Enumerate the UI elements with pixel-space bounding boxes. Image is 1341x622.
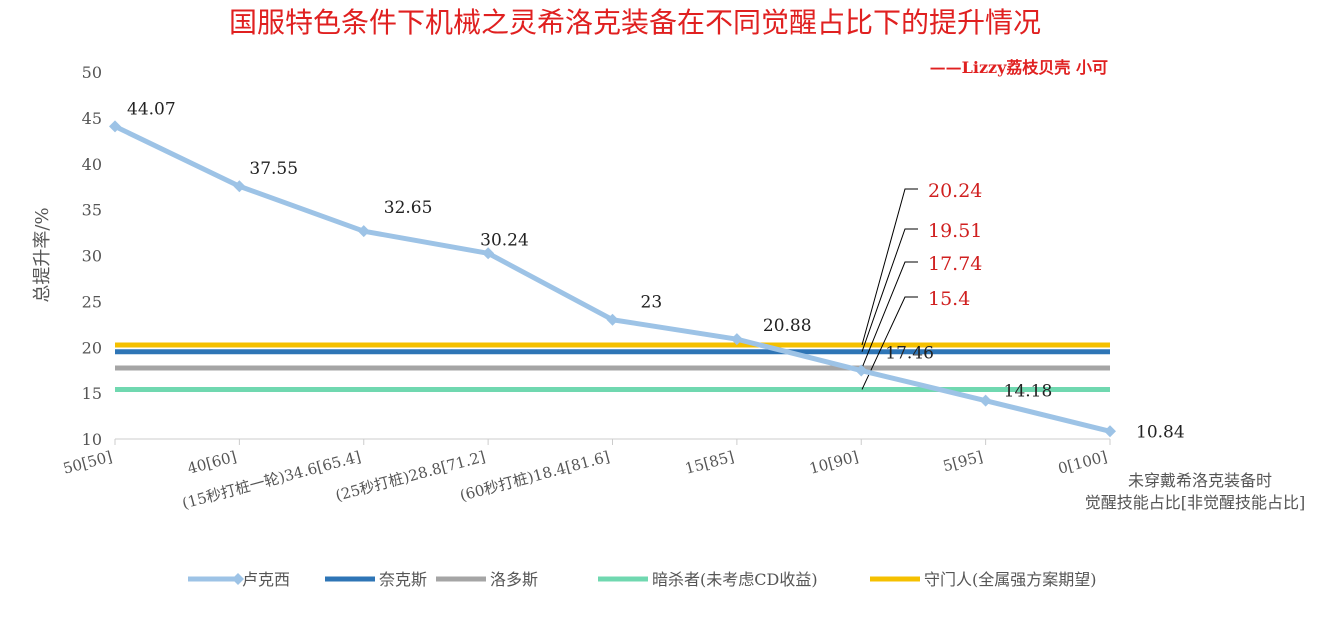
x-tick-label: 10[90] [807,447,860,477]
chart-title: 国服特色条件下机械之灵希洛克装备在不同觉醒占比下的提升情况 [229,6,1041,39]
x-axis-label-line1: 未穿戴希洛克装备时 [1128,471,1272,490]
data-point [482,247,495,260]
data-label: 17.46 [885,344,934,364]
y-tick-label: 15 [82,384,102,403]
leader-line [861,296,918,390]
data-point [109,120,121,133]
y-tick-label: 50 [82,63,102,82]
y-tick-label: 10 [82,430,102,449]
legend-marker [232,573,244,585]
y-tick-label: 35 [82,201,102,220]
data-label: 23 [641,293,663,313]
y-tick-label: 40 [82,155,102,174]
legend-label: 守门人(全属强方案期望) [924,570,1097,589]
data-label: 14.18 [1004,382,1053,402]
x-tick-label: 50[50] [61,447,114,477]
leader-line [861,188,918,346]
legend-label: 洛多斯 [490,570,538,589]
y-axis-label: 总提升率/% [32,207,53,302]
x-axis-label-line2: 觉醒技能占比[非觉醒技能占比] [1085,493,1306,512]
legend-label: 奈克斯 [379,570,427,589]
x-tick-label: 5[95] [941,447,985,475]
data-label: 32.65 [384,198,433,218]
data-label: 30.24 [480,230,529,250]
y-tick-label: 45 [82,109,102,128]
legend-label: 暗杀者(未考虑CD收益) [652,570,818,589]
data-label: 17.74 [928,253,982,275]
data-label: 10.84 [1136,422,1185,442]
leader-line [861,261,918,369]
data-point [357,225,370,238]
y-tick-label: 30 [82,247,102,266]
data-point [979,394,992,407]
y-tick-label: 25 [82,292,102,311]
y-tick-label: 20 [82,338,102,357]
chart-subtitle: ——Lizzy荔枝贝壳 小可 [930,58,1108,77]
data-point [233,180,246,193]
x-tick-label: 0[100] [1056,447,1109,477]
leader-line [861,228,918,352]
data-label: 20.88 [763,316,812,336]
data-label: 44.07 [127,99,176,119]
legend-label: 卢克西 [242,570,290,589]
data-point [855,364,868,377]
data-label: 20.24 [928,180,982,202]
data-point [1104,425,1116,438]
data-label: 15.4 [928,288,970,310]
x-tick-label: 15[85] [683,447,736,477]
data-label: 37.55 [249,159,298,179]
data-point [606,313,619,326]
data-point [730,333,743,346]
data-label: 19.51 [928,220,982,242]
x-tick-label: 40[60] [186,447,239,477]
